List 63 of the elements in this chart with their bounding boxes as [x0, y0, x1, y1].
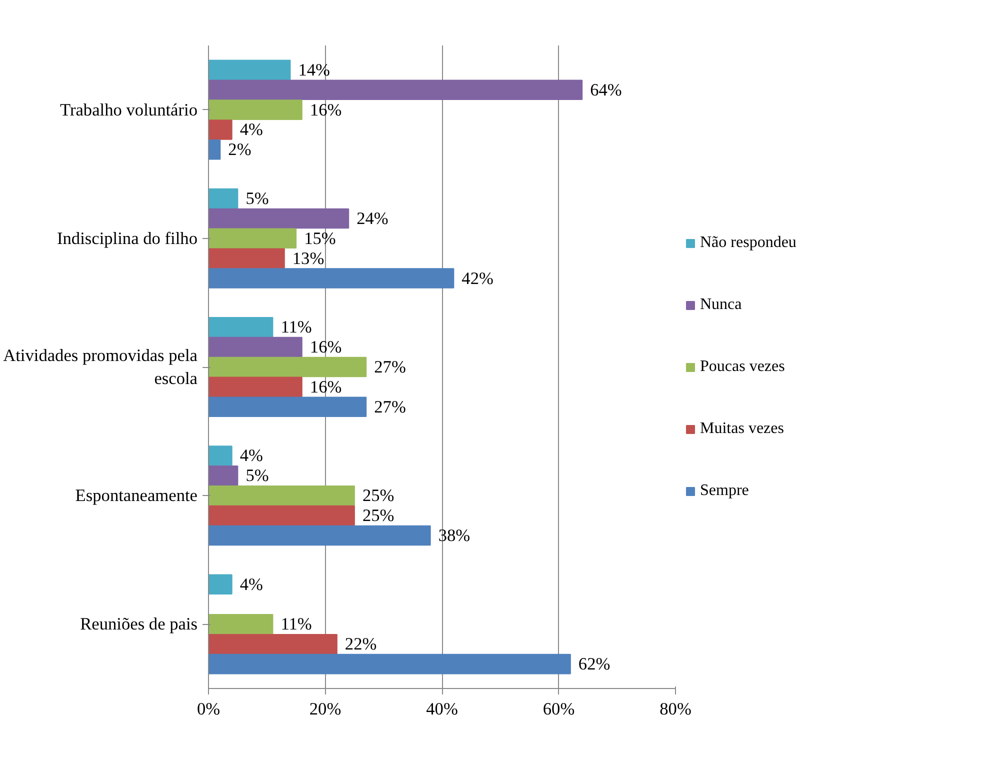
data-label: 64%	[590, 80, 622, 100]
data-label: 16%	[310, 338, 342, 357]
bar	[208, 525, 431, 546]
bar	[208, 446, 232, 466]
data-label: 16%	[310, 377, 342, 396]
x-tick-label: 0%	[196, 700, 220, 718]
data-label: 27%	[374, 397, 406, 416]
data-label: 16%	[310, 100, 342, 120]
bar	[208, 268, 454, 288]
legend-label: Nunca	[700, 294, 742, 314]
bar	[208, 574, 232, 594]
bar	[208, 336, 302, 358]
data-label: 42%	[462, 268, 494, 288]
bar	[208, 228, 297, 249]
data-label: 5%	[246, 466, 269, 486]
x-tick-label: 60%	[542, 700, 575, 718]
data-label: 13%	[292, 248, 324, 268]
data-label: 25%	[362, 486, 394, 506]
data-label: 27%	[374, 358, 406, 376]
bar	[208, 376, 302, 398]
y-tick-label: Trabalho voluntário	[60, 100, 198, 120]
bar	[208, 188, 238, 209]
bar	[208, 466, 238, 486]
data-label: 24%	[356, 208, 388, 228]
bar	[208, 120, 232, 140]
bar	[208, 396, 367, 418]
y-tick-label: Espontaneamente	[75, 486, 198, 506]
data-label: 5%	[246, 189, 269, 208]
data-label: 15%	[304, 228, 336, 248]
bar	[208, 248, 285, 268]
data-label: 4%	[240, 574, 263, 594]
y-tick-label: Atividades promovidas pela escola	[3, 346, 198, 388]
data-label: 14%	[298, 60, 330, 80]
data-label: 2%	[228, 140, 252, 160]
y-tick-label: Reuniões de pais	[80, 614, 198, 634]
data-label: 38%	[438, 526, 470, 545]
bar	[208, 505, 355, 526]
bar	[208, 485, 355, 506]
bar	[208, 140, 221, 160]
data-label: 11%	[280, 614, 312, 634]
data-label: 4%	[240, 120, 263, 140]
data-label: 11%	[280, 318, 312, 337]
bar	[208, 614, 274, 634]
x-tick-label: 40%	[426, 700, 458, 718]
data-label: 22%	[344, 634, 377, 654]
data-label: 25%	[362, 506, 394, 526]
bar	[208, 60, 291, 80]
data-label: 62%	[578, 654, 610, 674]
legend-label: Não respondeu	[700, 232, 796, 252]
bar	[208, 634, 338, 654]
bar	[208, 208, 350, 229]
bar	[208, 100, 302, 120]
bar	[208, 654, 571, 674]
legend-label: Sempre	[700, 480, 749, 500]
data-label: 4%	[240, 446, 263, 466]
x-tick-label: 80%	[660, 700, 692, 718]
x-tick-label: 20%	[309, 700, 342, 718]
bar	[208, 356, 367, 378]
legend-label: Poucas vezes	[700, 356, 785, 376]
bar	[208, 316, 274, 338]
legend-label: Muitas vezes	[700, 418, 784, 438]
bar	[208, 80, 583, 100]
y-tick-label: Indisciplina do filho	[56, 228, 198, 248]
